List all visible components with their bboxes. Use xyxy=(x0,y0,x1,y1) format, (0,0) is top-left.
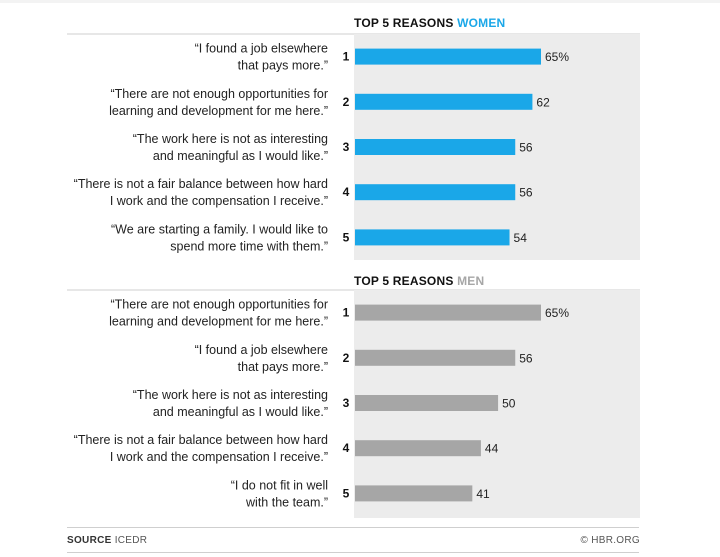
credit: © HBR.ORG xyxy=(580,535,640,546)
women-row-3: “The work here is not as interesting and … xyxy=(133,132,533,163)
women-bar-5 xyxy=(355,229,510,246)
women-rank-2: 2 xyxy=(343,95,350,109)
men-rank-3: 3 xyxy=(343,396,350,410)
women-rank-1: 1 xyxy=(343,50,350,64)
women-row-1: “I found a job elsewhere that pays more.”… xyxy=(195,42,570,73)
women-title-prefix: TOP 5 REASONS xyxy=(354,16,454,30)
women-reason-label-5-line-2: spend more time with them.” xyxy=(170,239,328,253)
men-bar-2 xyxy=(355,349,516,366)
men-row-4: “There is not a fair balance between how… xyxy=(74,433,499,464)
women-rank-5: 5 xyxy=(343,230,350,244)
men-reason-label-4-line-1: “There is not a fair balance between how… xyxy=(74,433,328,447)
footer-rule xyxy=(67,527,639,528)
men-title-highlight: MEN xyxy=(457,274,485,288)
women-title-highlight: WOMEN xyxy=(457,16,506,30)
men-row-5: “I do not fit in well with the team.” 5 41 xyxy=(231,478,490,509)
men-value-label-5: 41 xyxy=(476,487,490,501)
women-value-label-1: 65% xyxy=(545,50,569,64)
men-reason-label-5-line-2: with the team.” xyxy=(245,495,328,509)
women-reason-label-1-line-2: that pays more.” xyxy=(238,59,328,73)
women-value-label-3: 56 xyxy=(519,141,533,155)
women-value-label-5: 54 xyxy=(514,231,528,245)
women-row-4: “There is not a fair balance between how… xyxy=(74,177,533,208)
source-note: SOURCE ICEDR xyxy=(67,535,147,546)
men-reason-label-1-line-1: “There are not enough opportunities for xyxy=(111,298,329,312)
men-row-2: “I found a job elsewhere that pays more.”… xyxy=(195,343,533,374)
women-rank-4: 4 xyxy=(343,185,350,199)
men-value-label-2: 56 xyxy=(519,351,533,365)
men-row-1: “There are not enough opportunities for l… xyxy=(109,298,569,329)
men-bar-3 xyxy=(355,395,499,411)
men-bar-4 xyxy=(355,440,481,457)
women-reason-label-2-line-2: learning and development for me here.” xyxy=(109,104,328,118)
men-rank-5: 5 xyxy=(343,486,350,500)
men-rank-2: 2 xyxy=(343,351,350,365)
women-row-2: “There are not enough opportunities for l… xyxy=(109,87,550,118)
source-label: SOURCE xyxy=(67,535,112,546)
top-rule xyxy=(0,0,720,3)
women-bar-3 xyxy=(355,139,516,155)
source-value: ICEDR xyxy=(114,535,148,546)
men-reason-label-2-line-2: that pays more.” xyxy=(238,360,328,374)
women-panel: TOP 5 REASONS WOMEN “I found a job elsew… xyxy=(0,16,720,260)
women-reason-label-3-line-2: and meaningful as I would like.” xyxy=(153,149,328,163)
men-chart: “There are not enough opportunities for l… xyxy=(67,289,640,518)
men-row-3: “The work here is not as interesting and … xyxy=(133,388,516,419)
women-value-label-4: 56 xyxy=(519,186,533,200)
men-panel-title: TOP 5 REASONS MEN xyxy=(354,274,484,288)
men-title-prefix: TOP 5 REASONS xyxy=(354,274,454,288)
men-value-label-3: 50 xyxy=(502,397,516,411)
women-reason-label-4-line-2: I work and the compensation I receive.” xyxy=(110,194,328,208)
women-reason-label-4-line-1: “There is not a fair balance between how… xyxy=(74,177,328,191)
women-reason-label-1-line-1: “I found a job elsewhere xyxy=(195,42,328,56)
men-reason-label-3-line-1: “The work here is not as interesting xyxy=(133,388,328,402)
men-bar-1 xyxy=(355,304,541,321)
women-reason-label-5-line-1: “We are starting a family. I would like … xyxy=(111,222,328,236)
women-rank-3: 3 xyxy=(343,140,350,154)
women-bar-4 xyxy=(355,184,516,201)
men-reason-label-4-line-2: I work and the compensation I receive.” xyxy=(110,450,328,464)
women-bar-1 xyxy=(355,48,541,65)
men-reason-label-2-line-1: “I found a job elsewhere xyxy=(195,343,328,357)
men-rank-1: 1 xyxy=(343,306,350,320)
women-reason-label-2-line-1: “There are not enough opportunities for xyxy=(111,87,329,101)
women-value-label-2: 62 xyxy=(536,95,550,109)
women-chart: “I found a job elsewhere that pays more.”… xyxy=(67,33,640,260)
women-row-5: “We are starting a family. I would like … xyxy=(111,222,527,253)
men-bar-5 xyxy=(355,485,473,502)
women-reason-label-3-line-1: “The work here is not as interesting xyxy=(133,132,328,146)
men-reason-label-5-line-1: “I do not fit in well xyxy=(231,478,328,492)
women-panel-title: TOP 5 REASONS WOMEN xyxy=(354,16,505,30)
men-value-label-1: 65% xyxy=(545,306,569,320)
men-reason-label-3-line-2: and meaningful as I would like.” xyxy=(153,405,328,419)
men-value-label-4: 44 xyxy=(485,442,499,456)
women-bar-2 xyxy=(355,93,533,110)
men-rank-4: 4 xyxy=(343,441,350,455)
men-panel: TOP 5 REASONS MEN “There are not enough … xyxy=(0,274,720,519)
men-reason-label-1-line-2: learning and development for me here.” xyxy=(109,315,328,329)
bottom-rule xyxy=(67,552,639,553)
